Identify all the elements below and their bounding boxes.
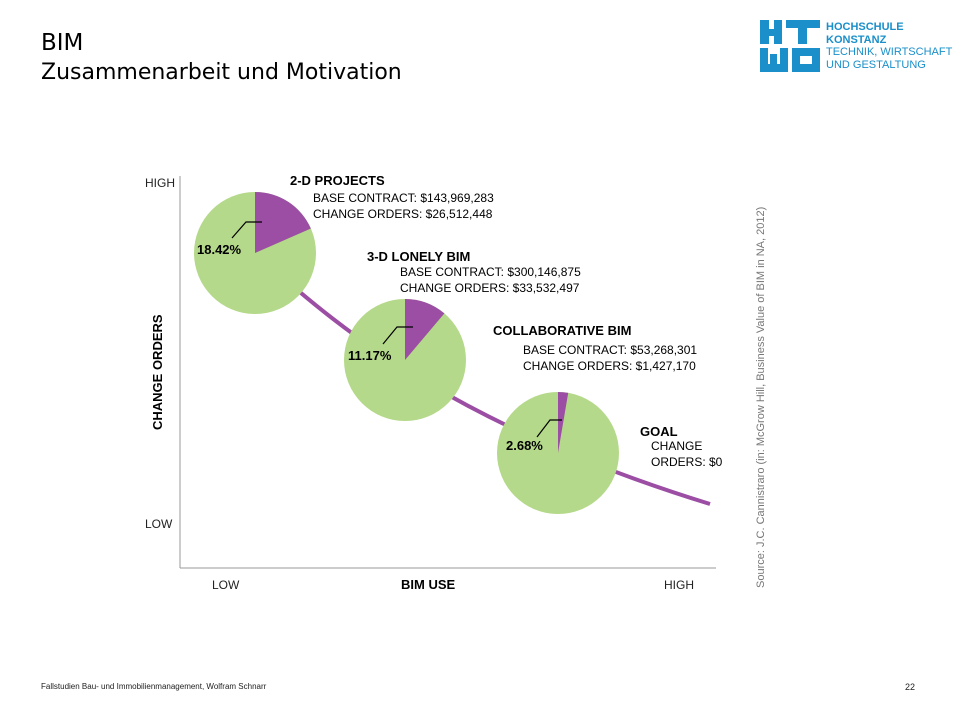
- y-axis-title: CHANGE ORDERS: [150, 314, 165, 430]
- series-detail: CHANGE ORDERS: $26,512,448: [313, 207, 493, 221]
- series-detail: BASE CONTRACT: $143,969,283: [313, 191, 494, 205]
- pie-collaborative-bim: [497, 392, 619, 514]
- htwg-logo-mark-icon: [760, 20, 820, 72]
- slide-title-block: BIM Zusammenarbeit und Motivation: [41, 28, 402, 88]
- axis-ticks: HIGH LOW LOW HIGH: [145, 176, 694, 592]
- y-tick-label: HIGH: [145, 176, 175, 190]
- leader-line: [536, 419, 562, 438]
- x-axis-title: BIM USE: [401, 577, 456, 592]
- series-name: GOAL: [640, 424, 678, 439]
- series-name: COLLABORATIVE BIM: [493, 323, 631, 338]
- university-logo: HOCHSCHULE KONSTANZ TECHNIK, WIRTSCHAFT …: [760, 18, 952, 78]
- series-detail: CHANGE ORDERS: $33,532,497: [400, 281, 580, 295]
- pie-change-orders-slice: [255, 192, 311, 253]
- x-tick-label: LOW: [212, 578, 240, 592]
- source-note: Source: J.C. Cannistraro (in: McGrow Hil…: [755, 207, 767, 588]
- slide-footer: Fallstudien Bau- und Immobilienmanagemen…: [41, 682, 267, 691]
- logo-line: UND GESTALTUNG: [826, 58, 926, 71]
- leader-line: [231, 221, 262, 239]
- slide-subtitle: Zusammenarbeit und Motivation: [41, 60, 402, 85]
- series-name: 3-D LONELY BIM: [367, 249, 470, 264]
- logo-text: HOCHSCHULE KONSTANZ TECHNIK, WIRTSCHAFT …: [826, 21, 952, 71]
- x-tick-label: HIGH: [664, 578, 694, 592]
- page-number: 22: [905, 682, 916, 692]
- percent-label: 2.68%: [506, 438, 543, 453]
- logo-line: TECHNIK, WIRTSCHAFT: [826, 46, 953, 58]
- series-detail: ORDERS: $0: [651, 455, 723, 469]
- series-name: 2-D PROJECTS: [290, 173, 385, 188]
- percent-label: 11.17%: [348, 348, 392, 363]
- percent-label: 18.42%: [197, 242, 242, 257]
- logo-line: HOCHSCHULE: [826, 21, 904, 33]
- series-detail: BASE CONTRACT: $53,268,301: [523, 343, 697, 357]
- pie-2d-projects: [194, 192, 316, 314]
- series-detail: CHANGE ORDERS: $1,427,170: [523, 359, 696, 373]
- y-tick-label: LOW: [145, 517, 173, 531]
- series-detail: CHANGE: [651, 439, 702, 453]
- series-annotations: 2-D PROJECTS BASE CONTRACT: $143,969,283…: [290, 173, 723, 469]
- series-detail: BASE CONTRACT: $300,146,875: [400, 265, 581, 279]
- logo-line: KONSTANZ: [826, 33, 887, 46]
- pie-change-orders-slice: [558, 392, 569, 453]
- slide-title: BIM: [41, 30, 84, 56]
- pie-change-orders-slice: [405, 299, 445, 360]
- pie-3d-lonely-bim: [344, 299, 466, 421]
- leader-line: [382, 326, 413, 345]
